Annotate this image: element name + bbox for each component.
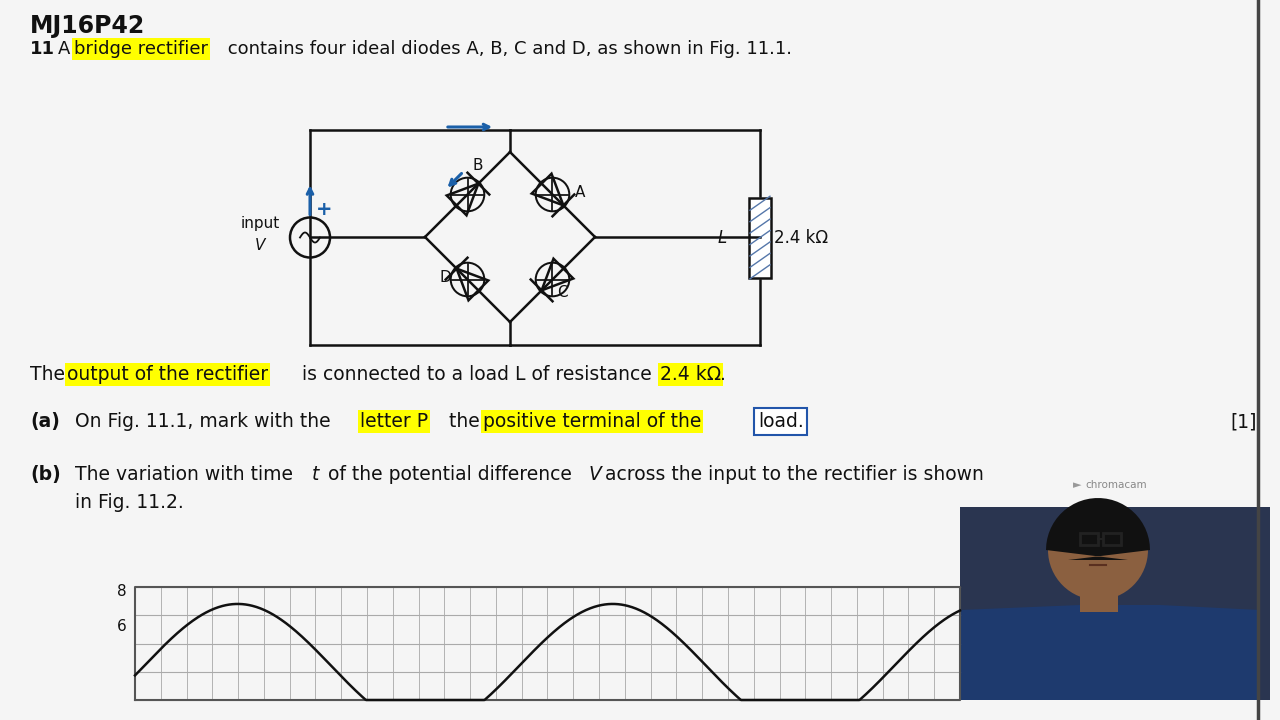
Text: of the potential difference: of the potential difference [323,465,577,484]
Text: .: . [719,365,726,384]
Text: positive terminal of the: positive terminal of the [483,412,701,431]
Text: contains four ideal diodes A, B, C and D, as shown in Fig. 11.1.: contains four ideal diodes A, B, C and D… [221,40,792,58]
Text: On Fig. 11.1, mark with the: On Fig. 11.1, mark with the [76,412,337,431]
Text: [1]: [1] [1230,412,1257,431]
Text: 2.4 kΩ: 2.4 kΩ [774,228,828,246]
Text: B: B [472,158,483,173]
Text: output of the rectifier: output of the rectifier [67,365,268,384]
Circle shape [1048,500,1148,600]
Text: is connected to a load L of resistance: is connected to a load L of resistance [296,365,658,384]
Text: D: D [439,270,452,285]
Text: MJ16P42: MJ16P42 [29,14,145,38]
Text: in Fig. 11.2.: in Fig. 11.2. [76,493,184,512]
Polygon shape [960,605,1260,700]
Text: ►: ► [1073,480,1082,490]
Text: V: V [255,238,265,253]
Text: chromacam: chromacam [1085,480,1147,490]
Text: letter P: letter P [360,412,428,431]
Polygon shape [1046,498,1149,560]
Text: 2.4 kΩ: 2.4 kΩ [660,365,721,384]
Text: A: A [58,40,76,58]
Text: L: L [717,228,727,246]
Text: V: V [589,465,602,484]
Text: +: + [316,200,333,219]
Text: 8: 8 [118,583,127,598]
Bar [1080,582,1117,612]
Text: across the input to the rectifier is shown: across the input to the rectifier is sho… [599,465,984,484]
Text: The: The [29,365,70,384]
Bar [749,197,771,277]
Text: C: C [558,284,568,300]
Bar [1103,533,1121,545]
Text: t: t [312,465,320,484]
Text: (b): (b) [29,465,60,484]
Text: the: the [443,412,485,431]
Bar [960,507,1270,700]
Text: A: A [575,185,585,200]
Text: load.: load. [758,412,804,431]
Bar [1080,533,1098,545]
Text: bridge rectifier: bridge rectifier [74,40,209,58]
Text: 11: 11 [29,40,55,58]
Text: 6: 6 [118,619,127,634]
Text: (a): (a) [29,412,60,431]
Text: input: input [241,216,279,231]
Text: The variation with time: The variation with time [76,465,300,484]
